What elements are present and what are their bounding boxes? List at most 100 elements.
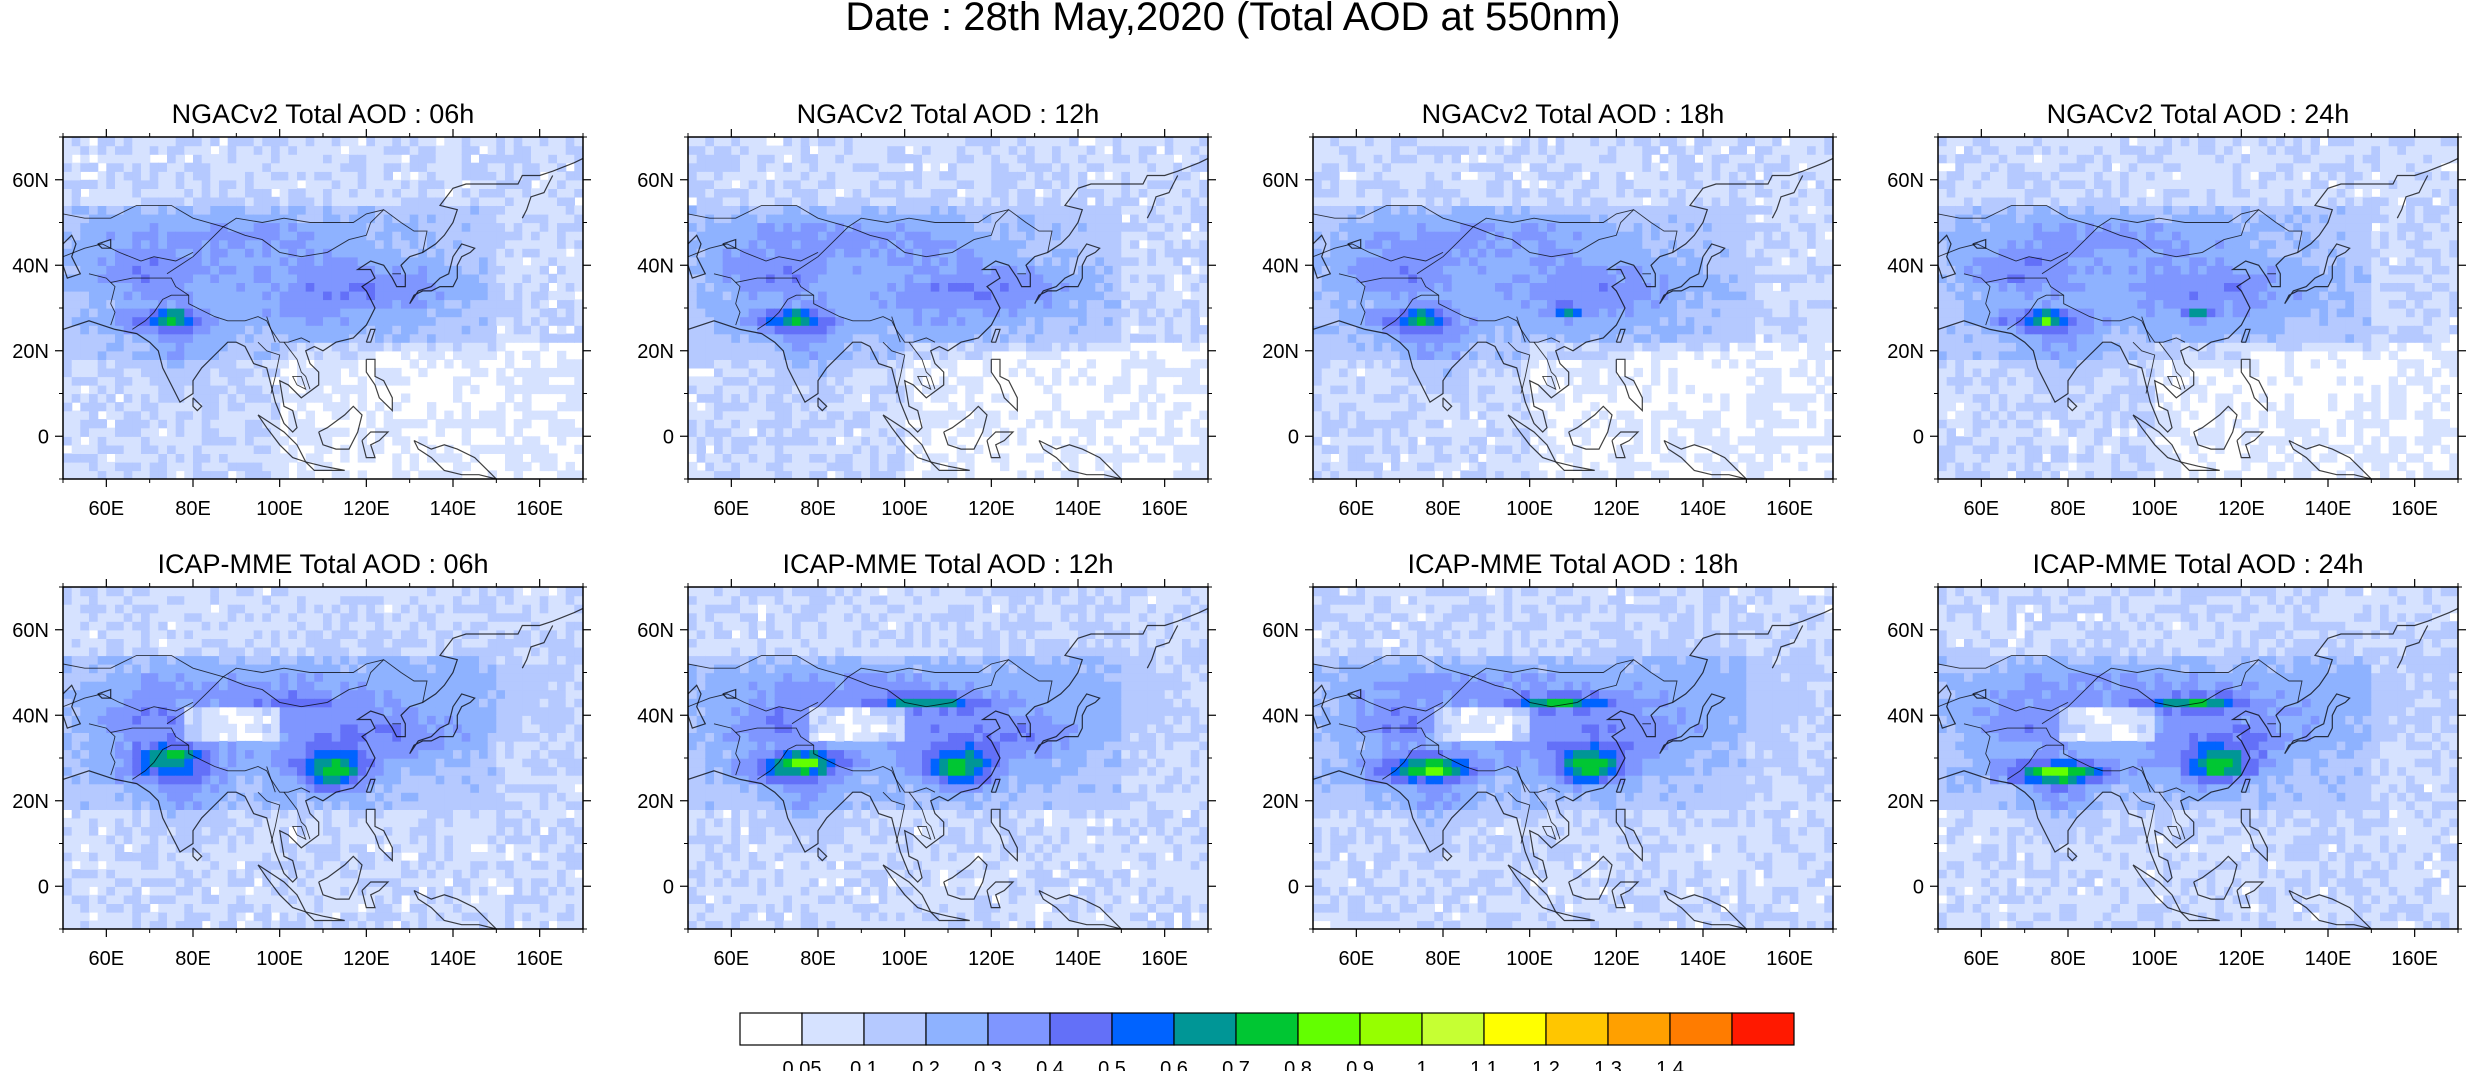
coastline	[990, 328, 1001, 343]
coastline	[1313, 693, 1444, 712]
colorbar-label: 0.4	[1036, 1058, 1064, 1071]
coastline	[791, 659, 1053, 725]
coastline	[2158, 791, 2186, 840]
coastline	[192, 847, 203, 862]
coastline	[1360, 277, 1526, 343]
coastline	[713, 723, 741, 776]
lon-tick-label: 80E	[175, 498, 211, 520]
lat-tick-label: 60N	[637, 170, 674, 192]
aod-field	[688, 587, 1208, 929]
lon-tick-label: 60E	[1964, 948, 2000, 970]
lat-tick-label: 20N	[1262, 791, 1299, 813]
coastline	[882, 341, 906, 394]
lat-tick-label: 20N	[1887, 341, 1924, 363]
lat-tick-label: 0	[1288, 876, 1299, 898]
coastline	[318, 405, 363, 450]
coastline	[882, 791, 906, 844]
coastline	[365, 808, 393, 863]
map-panel: NGACv2 Total AOD : 12h 60E 80E 100E 120E 140E…	[637, 99, 1216, 520]
colorbar-label: 1.2	[1532, 1058, 1560, 1071]
coastline	[1360, 727, 1526, 793]
colorbar-label: 1.1	[1470, 1058, 1498, 1071]
coastline	[409, 693, 476, 755]
colorbar-swatch	[1483, 1012, 1547, 1046]
coastline	[365, 358, 393, 413]
lat-tick-label: 60N	[12, 170, 49, 192]
panel-title: ICAP-MME Total AOD : 18h	[1407, 549, 1738, 579]
coastline	[1146, 175, 1179, 219]
lon-tick-label: 100E	[881, 498, 928, 520]
coastline	[1938, 693, 2069, 712]
coastline	[2166, 825, 2182, 841]
lat-tick-label: 0	[1913, 426, 1924, 448]
coastline	[1938, 654, 2099, 678]
map-panel: ICAP-MME Total AOD : 06h 60E 80E 100E 120E 14…	[12, 549, 591, 970]
colorbar-label: 0.7	[1222, 1058, 1250, 1071]
coastline	[1568, 405, 1613, 450]
lat-tick-label: 20N	[12, 791, 49, 813]
coastline	[1568, 855, 1613, 900]
colorbar-label: 0.5	[1098, 1058, 1126, 1071]
coastline	[817, 397, 828, 412]
aod-field	[63, 137, 583, 479]
panel-title: NGACv2 Total AOD : 24h	[2047, 99, 2350, 129]
coastline	[688, 234, 707, 279]
coastline	[1663, 889, 1748, 929]
coastline	[2396, 625, 2429, 669]
coastline	[1938, 607, 2458, 883]
coastline	[2288, 439, 2373, 479]
lon-tick-label: 140E	[2305, 498, 2352, 520]
coastline	[848, 659, 1009, 678]
colorbar-label: 0.05	[783, 1058, 822, 1071]
lat-tick-label: 40N	[1887, 705, 1924, 727]
lat-tick-label: 40N	[1262, 255, 1299, 277]
coastline	[1963, 273, 1991, 326]
coastline	[1659, 693, 1726, 755]
coastline	[63, 693, 194, 712]
coastline	[1416, 659, 1678, 725]
coastline	[1034, 693, 1101, 755]
panel-title: ICAP-MME Total AOD : 06h	[157, 549, 488, 579]
coastline	[1541, 375, 1557, 391]
colorbar-label: 1.4	[1656, 1058, 1684, 1071]
coastline	[986, 431, 1015, 459]
coastline	[1615, 328, 1626, 343]
lon-tick-label: 80E	[2050, 498, 2086, 520]
lon-tick-label: 120E	[968, 948, 1015, 970]
coastline	[283, 341, 311, 390]
coastline	[1338, 273, 1366, 326]
coastline	[1611, 431, 1640, 459]
lon-tick-label: 100E	[2131, 498, 2178, 520]
coastline	[908, 341, 936, 390]
coastline	[63, 157, 583, 433]
map-panel: ICAP-MME Total AOD : 18h 60E 80E 100E 120E 14…	[1262, 549, 1841, 970]
coastline	[1382, 294, 1439, 330]
coastline	[63, 607, 583, 883]
lon-tick-label: 100E	[881, 948, 928, 970]
coastline	[1555, 911, 1595, 922]
lon-tick-label: 160E	[516, 948, 563, 970]
coastline	[1541, 825, 1557, 841]
coastline	[88, 273, 116, 326]
map-panel: NGACv2 Total AOD : 24h 60E 80E 100E 120E 140E…	[1887, 99, 2466, 520]
map-panels: NGACv2 Total AOD : 06h 60E 80E 100E 120E 140E…	[12, 99, 2466, 970]
lat-tick-label: 20N	[637, 341, 674, 363]
lat-tick-label: 20N	[637, 791, 674, 813]
lat-tick-label: 60N	[637, 620, 674, 642]
coastline	[1938, 204, 2099, 228]
coastline	[2180, 461, 2220, 471]
map-panel: NGACv2 Total AOD : 18h 60E 80E 100E 120E 140E…	[1262, 99, 1841, 520]
coastline	[990, 778, 1001, 793]
coastline	[1313, 607, 1833, 883]
coastline	[735, 277, 901, 343]
lon-tick-label: 120E	[968, 498, 1015, 520]
coastline	[63, 684, 82, 729]
coastline	[1771, 175, 1804, 219]
coastline	[1615, 778, 1626, 793]
coastline	[132, 294, 189, 330]
lon-tick-label: 140E	[430, 498, 477, 520]
coastline	[688, 243, 819, 262]
colorbar: 0.05 0.1 0.2 0.3 0.4 0.5 0.6 0.7 0.8 0.9 1 1.1 1.2 1.…	[739, 1012, 1795, 1071]
lon-tick-label: 160E	[1141, 498, 1188, 520]
coastline	[688, 693, 819, 712]
